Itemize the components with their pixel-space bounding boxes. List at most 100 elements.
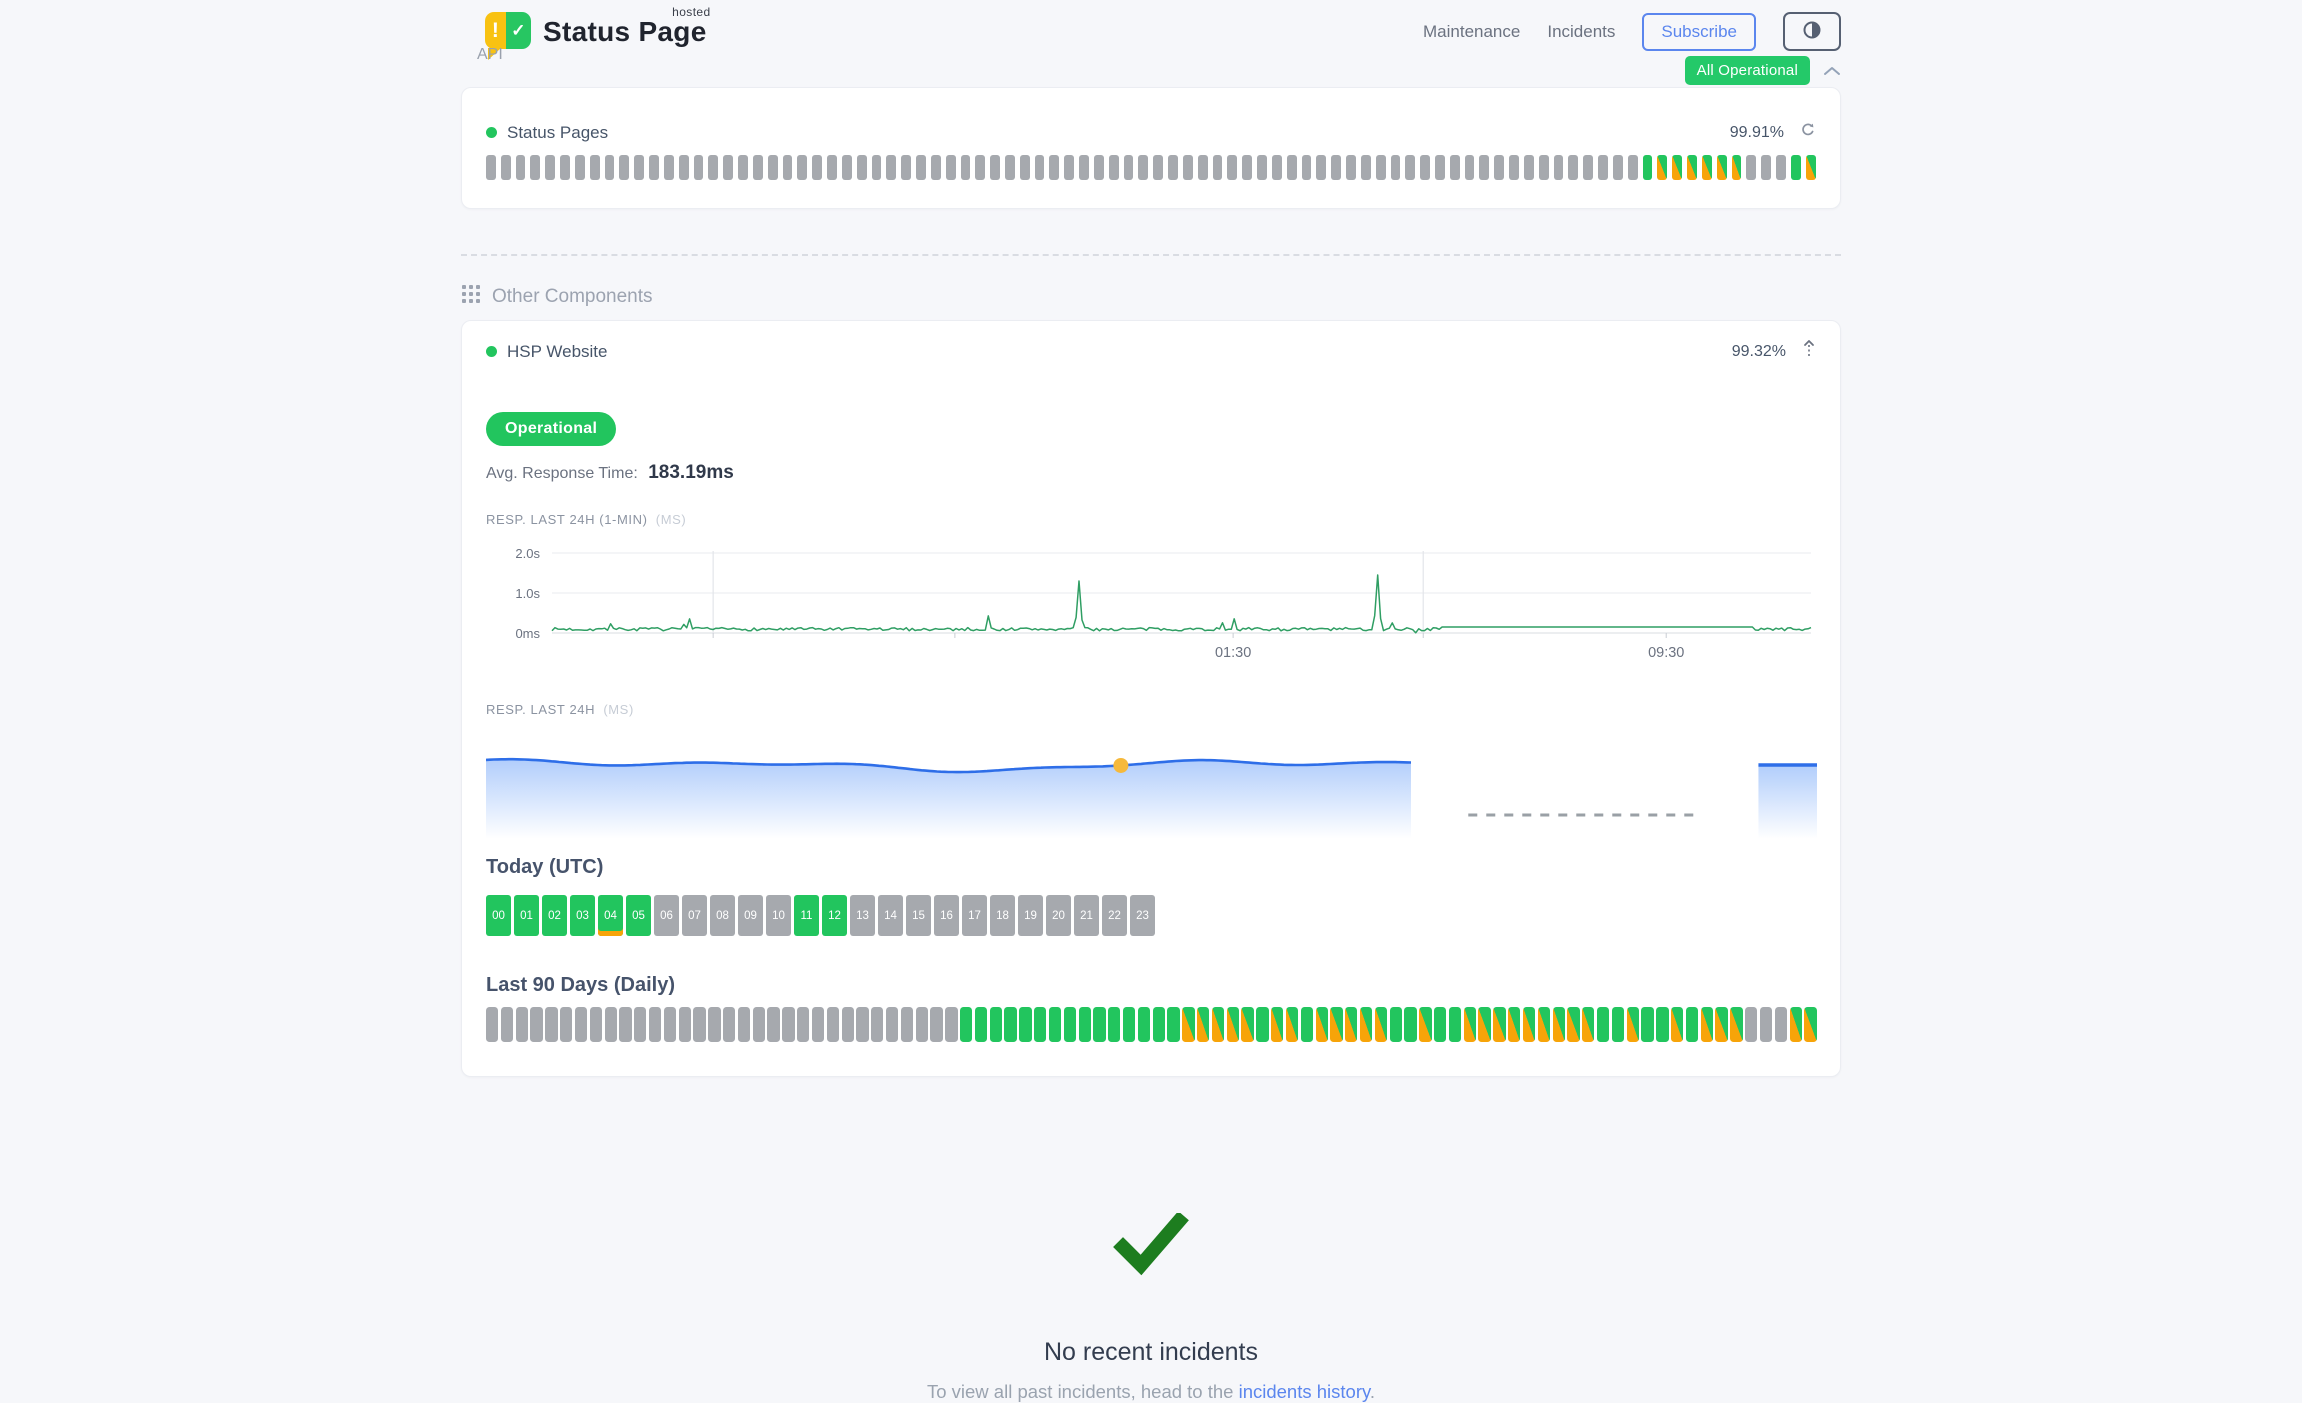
refresh-icon[interactable] xyxy=(1800,122,1816,143)
uptime-day-bar xyxy=(649,155,659,180)
daily-bar xyxy=(767,1007,780,1042)
check-icon: ✓ xyxy=(505,12,531,49)
incidents-history-line: To view all past incidents, head to the … xyxy=(926,1381,1376,1402)
daily-bar xyxy=(841,1007,854,1042)
daily-bar xyxy=(545,1007,558,1042)
uptime-day-bar xyxy=(960,155,971,180)
daily-bar xyxy=(648,1007,662,1042)
daily-bar xyxy=(530,1007,543,1042)
uptime-day-bar xyxy=(574,155,585,180)
uptime-day-bar xyxy=(767,155,778,180)
uptime-day-bar xyxy=(1375,155,1386,180)
uptime-day-bar xyxy=(1316,155,1327,180)
chevron-up-icon[interactable] xyxy=(1823,66,1841,76)
daily-bar xyxy=(1478,1007,1491,1042)
hour-box: 04 xyxy=(598,895,623,936)
hour-box: 13 xyxy=(850,895,875,936)
daily-bar xyxy=(974,1007,988,1042)
chart1-caption: RESP. LAST 24H (1-MIN) (MS) xyxy=(486,512,687,527)
status-pill-operational: Operational xyxy=(486,412,617,446)
response-time-area-chart xyxy=(485,757,1817,839)
hour-box: 23 xyxy=(1130,895,1155,936)
uptime-day-bar xyxy=(1004,155,1015,180)
daily-bar xyxy=(1330,1007,1343,1042)
daily-bar xyxy=(1656,1007,1669,1042)
uptime-day-bar xyxy=(841,155,852,180)
daily-bar xyxy=(1567,1007,1580,1042)
uptime-day-bar xyxy=(1331,155,1342,180)
uptime-day-bar xyxy=(545,155,556,180)
daily-bar xyxy=(1789,1007,1802,1042)
daily-bar xyxy=(1596,1007,1610,1042)
daily-bar xyxy=(1745,1007,1758,1042)
uptime-day-bar xyxy=(723,155,734,180)
uptime-day-bar xyxy=(530,155,541,180)
nav: Maintenance Incidents Subscribe xyxy=(1423,12,1841,51)
brand-logo[interactable]: ! ✓ Status Page hosted xyxy=(485,5,711,60)
section-title-other-components: Other Components xyxy=(492,286,653,307)
daily-bar xyxy=(871,1007,884,1042)
uptime-day-bar xyxy=(1790,155,1801,180)
daily-bar xyxy=(1552,1007,1565,1042)
nav-maintenance[interactable]: Maintenance xyxy=(1423,21,1521,41)
hour-box: 05 xyxy=(626,895,651,936)
uptime-day-bar xyxy=(1257,155,1267,180)
daily-bar xyxy=(1671,1007,1684,1042)
uptime-day-bar xyxy=(1509,155,1519,180)
daily-bar xyxy=(1137,1007,1151,1042)
uptime-day-bar xyxy=(1805,155,1816,180)
uptime-day-bar xyxy=(782,155,793,180)
avg-response-label: Avg. Response Time: xyxy=(486,465,638,482)
incidents-history-link[interactable]: incidents history xyxy=(1238,1381,1370,1402)
uptime-day-bar xyxy=(1108,155,1119,180)
half-circle-contrast-icon xyxy=(1801,19,1823,44)
daily-bar xyxy=(1804,1007,1817,1042)
uptime-day-bar xyxy=(634,155,645,180)
uptime-day-bar xyxy=(1761,155,1772,180)
subscribe-button[interactable]: Subscribe xyxy=(1642,12,1756,51)
trend-up-icon xyxy=(1802,339,1816,364)
daily-bar xyxy=(1537,1007,1550,1042)
uptime-day-bar xyxy=(1197,155,1208,180)
uptime-day-bar xyxy=(1346,155,1356,180)
operational-dot-icon xyxy=(486,346,497,357)
daily-bar xyxy=(1271,1007,1284,1042)
uptime-day-bar xyxy=(1568,155,1579,180)
daily-bar xyxy=(1063,1007,1076,1042)
uptime-day-bar xyxy=(486,155,496,180)
daily-bar xyxy=(915,1007,928,1042)
daily-bar xyxy=(1167,1007,1180,1042)
avg-response-row: Avg. Response Time: 183.19ms xyxy=(486,462,1816,484)
status-page: ! ✓ Status Page hosted Maintenance Incid… xyxy=(461,0,1841,1403)
daily-bar xyxy=(1093,1007,1106,1042)
daily-bar xyxy=(1300,1007,1313,1042)
daily-bar xyxy=(945,1007,958,1042)
daily-bar xyxy=(856,1007,869,1042)
daily-bar xyxy=(885,1007,899,1042)
daily-bar xyxy=(1256,1007,1269,1042)
uptime-day-bar xyxy=(500,155,511,180)
component-header-row: HSP Website 99.32% xyxy=(486,339,1816,364)
daily-bar xyxy=(1389,1007,1402,1042)
uptime-day-bar xyxy=(663,155,674,180)
header: ! ✓ Status Page hosted Maintenance Incid… xyxy=(461,0,1841,85)
theme-toggle-button[interactable] xyxy=(1783,12,1841,51)
daily-bar xyxy=(1582,1007,1595,1042)
last-90-days-title: Last 90 Days (Daily) xyxy=(486,974,675,996)
hour-box: 21 xyxy=(1074,895,1099,936)
daily-bar xyxy=(500,1007,514,1042)
nav-incidents[interactable]: Incidents xyxy=(1547,21,1616,41)
daily-bar xyxy=(797,1007,810,1042)
brand-name: Status Page hosted xyxy=(543,5,711,47)
hour-box: 10 xyxy=(766,895,791,936)
uptime-day-bar xyxy=(1776,155,1786,180)
uptime-day-bar xyxy=(1153,155,1164,180)
daily-bar xyxy=(826,1007,839,1042)
daily-bar xyxy=(1004,1007,1017,1042)
uptime-day-bar xyxy=(1479,155,1490,180)
hour-box: 02 xyxy=(542,895,567,936)
uptime-day-bar xyxy=(1464,155,1475,180)
daily-bar xyxy=(1685,1007,1699,1042)
svg-text:0ms: 0ms xyxy=(515,626,540,641)
daily-bar xyxy=(515,1007,528,1042)
